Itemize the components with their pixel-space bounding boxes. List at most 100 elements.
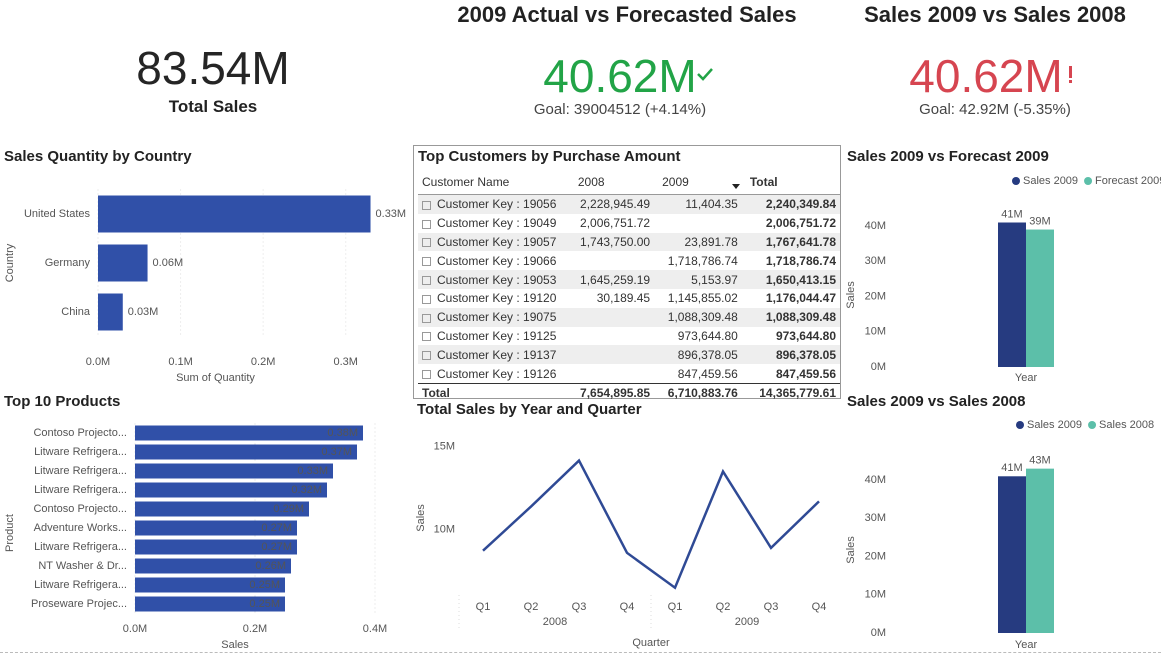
category-label: NT Washer & Dr... bbox=[38, 560, 127, 572]
kpi-title: 2009 Actual vs Forecasted Sales bbox=[457, 2, 797, 27]
expand-icon[interactable] bbox=[422, 275, 431, 285]
cell-text: 1,088,309.48 bbox=[765, 310, 836, 325]
cell-text: 30,189.45 bbox=[596, 291, 651, 306]
expand-icon[interactable] bbox=[422, 332, 431, 342]
bar bbox=[998, 476, 1026, 633]
table-row: Customer Key : 19126 847,459.56 847,459.56 bbox=[418, 364, 840, 383]
cell-text: 1,650,413.15 bbox=[765, 272, 836, 287]
bar bbox=[135, 520, 297, 536]
value-label: 0.33M bbox=[297, 465, 328, 477]
table-cell: 1,650,413.15 bbox=[741, 270, 840, 289]
table-cell: 2,006,751.72 bbox=[742, 214, 840, 233]
category-label: Adventure Works... bbox=[34, 522, 127, 534]
table-cell: 1,088,309.48 bbox=[741, 307, 840, 327]
table-cell bbox=[569, 345, 655, 365]
value-label: 43M bbox=[1029, 455, 1050, 467]
kpi-value: 40.62M bbox=[543, 50, 697, 102]
expand-icon[interactable] bbox=[422, 200, 431, 210]
table-row: Customer Key : 19125 973,644.80 973,644.80 bbox=[418, 327, 840, 346]
value-label: 0.03M bbox=[128, 306, 159, 318]
expand-icon[interactable] bbox=[422, 257, 431, 267]
x-tick-label: 0.4M bbox=[363, 623, 387, 635]
cell-text: 2,006,751.72 bbox=[580, 216, 651, 231]
expand-icon[interactable] bbox=[422, 351, 431, 361]
bar bbox=[135, 596, 285, 612]
kpi-value: 40.62M bbox=[909, 50, 1063, 102]
legend-marker bbox=[1088, 421, 1097, 429]
y-tick-label: 0M bbox=[871, 361, 886, 373]
bar bbox=[1026, 468, 1054, 633]
x-tick-label: 0.2M bbox=[243, 623, 267, 635]
table-cell: Customer Key : 19057 bbox=[418, 232, 570, 252]
expand-icon[interactable] bbox=[422, 313, 431, 323]
expand-icon[interactable] bbox=[422, 369, 431, 379]
table-cell: 2,006,751.72 bbox=[570, 214, 654, 233]
chart-title: Sales Quantity by Country bbox=[4, 148, 192, 165]
expand-icon[interactable] bbox=[422, 238, 431, 248]
y-tick-label: 20M bbox=[865, 290, 886, 302]
check-icon bbox=[697, 68, 713, 81]
category-label: Litware Refrigera... bbox=[34, 465, 127, 477]
table-cell: 1,718,786.74 bbox=[654, 251, 742, 270]
cell-text: Customer Key : 19066 bbox=[437, 253, 557, 268]
table-cell: 6,710,883.76 bbox=[654, 382, 742, 403]
table-row: Customer Key : 19066 1,718,786.74 1,718,78… bbox=[418, 251, 840, 270]
legend-marker bbox=[1084, 177, 1093, 185]
expand-icon[interactable] bbox=[422, 294, 431, 304]
group-label: 2009 bbox=[735, 616, 759, 628]
category-label: China bbox=[61, 306, 91, 318]
table-cell bbox=[570, 251, 654, 270]
legend-marker bbox=[1016, 421, 1024, 429]
chart: Top 10 Products 0.0M 0.2M 0.4M Contoso Proje… bbox=[4, 393, 387, 651]
cell-text: 2008 bbox=[577, 175, 605, 189]
bar bbox=[98, 244, 148, 282]
expand-icon[interactable] bbox=[422, 219, 431, 229]
cell-text: 1,743,750.00 bbox=[580, 234, 651, 249]
table-cell: 973,644.80 bbox=[742, 327, 840, 346]
table-row: Total 7,654,895.85 6,710,883.76 14,365,779.… bbox=[418, 382, 840, 403]
table-visual: Top Customers by Purchase Amount Custome… bbox=[413, 145, 841, 403]
table-cell: Customer Key : 19137 bbox=[418, 345, 570, 365]
value-label: 0.25M bbox=[249, 598, 280, 610]
table-cell: Total bbox=[741, 170, 840, 195]
value-label: 0.37M bbox=[321, 446, 352, 458]
y-tick-label: 10M bbox=[865, 326, 886, 338]
y-tick-label: 30M bbox=[865, 512, 886, 524]
chart: Sales 2009 vs Sales 2008 0M 10M 20M 30M 40M 41… bbox=[845, 393, 1154, 651]
cell-text: 847,459.56 bbox=[677, 366, 738, 381]
group-label: 2008 bbox=[543, 616, 567, 628]
chart-title: Total Sales by Year and Quarter bbox=[417, 401, 642, 418]
x-tick-label: Q2 bbox=[524, 601, 539, 613]
cell-text: Customer Key : 19056 bbox=[437, 197, 557, 212]
y-axis-title: Product bbox=[4, 514, 16, 552]
value-label: 41M bbox=[1001, 462, 1022, 474]
cell-text: Customer Key : 19049 bbox=[437, 216, 557, 231]
category-label: Litware Refrigera... bbox=[34, 484, 127, 496]
bar bbox=[135, 444, 357, 460]
x-axis-title: Sum of Quantity bbox=[176, 372, 255, 384]
table-cell: 1,743,750.00 bbox=[569, 232, 655, 252]
cell-text: Customer Key : 19137 bbox=[437, 347, 557, 362]
bar bbox=[135, 482, 327, 498]
table-cell: 5,153.97 bbox=[654, 270, 742, 289]
table-row: Customer Key : 19056 2,228,945.49 11,404.3… bbox=[418, 194, 840, 214]
x-tick-label: 0.3M bbox=[334, 356, 358, 368]
category-label: Proseware Projec... bbox=[31, 598, 127, 610]
table-cell: Customer Key : 19049 bbox=[418, 214, 570, 233]
table-cell: 14,365,779.61 bbox=[741, 382, 840, 403]
x-tick-label: Q3 bbox=[572, 601, 587, 613]
cell-text: Total bbox=[422, 386, 450, 401]
bar bbox=[98, 195, 371, 233]
value-label: 0.29M bbox=[273, 503, 304, 515]
cell-text: 5,153.97 bbox=[691, 272, 738, 287]
cell-text: 14,365,779.61 bbox=[759, 386, 836, 401]
table-row: Customer Key : 19120 30,189.45 1,145,855.0… bbox=[418, 289, 840, 308]
cell-text: Customer Key : 19126 bbox=[437, 366, 557, 381]
table-cell: 7,654,895.85 bbox=[569, 382, 655, 403]
x-tick-label: 0.2M bbox=[251, 356, 275, 368]
bar bbox=[135, 577, 285, 593]
y-axis-title: Sales bbox=[415, 504, 427, 532]
table-cell bbox=[570, 327, 654, 346]
chart-title: Top 10 Products bbox=[4, 393, 120, 410]
table-cell: 23,891.78 bbox=[654, 232, 742, 252]
